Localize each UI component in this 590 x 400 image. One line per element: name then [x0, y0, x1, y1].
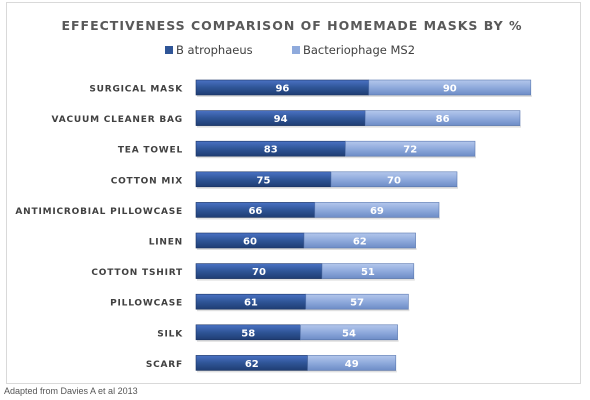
bar-bacteriophage-ms2-surgical-mask	[368, 79, 532, 96]
category-labels: SURGICAL MASK VACUUM CLEANER BAG TEA TOWEL…	[15, 85, 183, 370]
category-label-linen: LINEN	[149, 238, 183, 248]
category-label-scarf: SCARF	[146, 360, 183, 370]
category-label-cotton-mix: COTTON MIX	[111, 176, 183, 186]
legend-swatch-b-atrophaeus	[165, 46, 173, 54]
bar-bacteriophage-ms2-cotton-tshirt	[321, 263, 415, 279]
bar-bacteriophage-ms2-linen	[303, 232, 416, 249]
bar-shadow	[366, 125, 521, 128]
data-label-b-atrophaeus-antimicrobial-pillowcase: 66	[248, 206, 262, 217]
category-label-cotton-tshirt: COTTON TSHIRT	[91, 268, 183, 278]
chart-title: EFFECTIVENESS COMPARISON OF HOMEMADE MAS…	[61, 18, 522, 33]
data-label-b-atrophaeus-silk: 58	[241, 328, 255, 339]
chart-frame: EFFECTIVENESS COMPARISON OF HOMEMADE MAS…	[6, 2, 581, 384]
bar-bacteriophage-ms2-cotton-mix	[330, 171, 458, 188]
bar-shadow	[305, 248, 417, 250]
bar-shadow	[197, 278, 323, 281]
data-label-b-atrophaeus-cotton-mix: 75	[257, 175, 271, 186]
bar-shadow	[197, 95, 370, 97]
bar-bacteriophage-ms2-tea-towel	[345, 140, 476, 157]
legend-label-b-atrophaeus: B atrophaeus	[176, 43, 253, 57]
category-label-tea-towel: TEA TOWEL	[118, 146, 183, 156]
bar-shadow	[197, 156, 347, 159]
data-label-bacteriophage-ms2-scarf: 49	[345, 359, 359, 370]
category-label-antimicrobial-pillowcase: ANTIMICROBIAL PILLOWCASE	[15, 207, 183, 217]
data-label-b-atrophaeus-vacuum-cleaner-bag: 94	[274, 114, 288, 125]
data-label-bacteriophage-ms2-silk: 54	[342, 328, 356, 339]
legend-swatch-bacteriophage-ms2	[292, 46, 300, 54]
source-note: Adapted from Davies A et al 2013	[4, 386, 138, 396]
data-label-b-atrophaeus-cotton-tshirt: 70	[252, 267, 266, 278]
bar-shadow	[197, 248, 305, 250]
data-label-bacteriophage-ms2-cotton-mix: 70	[387, 175, 401, 186]
data-label-bacteriophage-ms2-tea-towel: 72	[403, 145, 417, 156]
data-label-b-atrophaeus-pillowcase: 61	[244, 298, 258, 309]
bar-shadow	[197, 370, 309, 373]
category-label-vacuum-cleaner-bag: VACUUM CLEANER BAG	[52, 115, 183, 125]
bar-shadow	[332, 186, 458, 189]
bar-bacteriophage-ms2-vacuum-cleaner-bag	[364, 110, 521, 126]
bar-bacteriophage-ms2-silk	[300, 324, 398, 341]
bar-shadow	[197, 217, 316, 220]
bars: 96 90 94 86 83 72 75 70 66 69 60 62 70 51 61 57 58 54 62 49	[195, 79, 532, 373]
bar-shadow	[197, 309, 307, 312]
bar-shadow	[315, 217, 440, 220]
data-label-b-atrophaeus-scarf: 62	[245, 359, 259, 370]
bar-shadow	[197, 186, 332, 189]
bar-shadow	[346, 156, 476, 159]
bar-shadow	[369, 95, 532, 97]
legend-label-bacteriophage-ms2: Bacteriophage MS2	[303, 43, 415, 57]
bar-chart: EFFECTIVENESS COMPARISON OF HOMEMADE MAS…	[15, 18, 532, 373]
bar-bacteriophage-ms2-antimicrobial-pillowcase	[314, 202, 440, 218]
bar-bacteriophage-ms2-pillowcase	[305, 293, 409, 310]
data-label-bacteriophage-ms2-vacuum-cleaner-bag: 86	[436, 114, 450, 125]
category-label-silk: SILK	[157, 329, 183, 339]
bar-shadow	[323, 278, 415, 281]
data-label-bacteriophage-ms2-pillowcase: 57	[350, 298, 364, 309]
data-label-b-atrophaeus-tea-towel: 83	[264, 145, 278, 156]
data-label-bacteriophage-ms2-surgical-mask: 90	[443, 84, 457, 95]
data-label-b-atrophaeus-surgical-mask: 96	[275, 84, 289, 95]
category-label-pillowcase: PILLOWCASE	[110, 299, 183, 309]
category-label-surgical-mask: SURGICAL MASK	[89, 85, 183, 95]
bar-shadow	[197, 125, 367, 128]
bar-shadow	[301, 339, 399, 342]
bar-bacteriophage-ms2-scarf	[307, 355, 397, 371]
data-label-bacteriophage-ms2-antimicrobial-pillowcase: 69	[370, 206, 384, 217]
data-label-bacteriophage-ms2-cotton-tshirt: 51	[361, 267, 375, 278]
data-label-b-atrophaeus-linen: 60	[243, 237, 257, 248]
data-label-bacteriophage-ms2-linen: 62	[353, 237, 367, 248]
bar-shadow	[197, 339, 302, 342]
bar-shadow	[306, 309, 410, 312]
legend: B atrophaeus Bacteriophage MS2	[165, 43, 415, 57]
bar-shadow	[308, 370, 397, 373]
